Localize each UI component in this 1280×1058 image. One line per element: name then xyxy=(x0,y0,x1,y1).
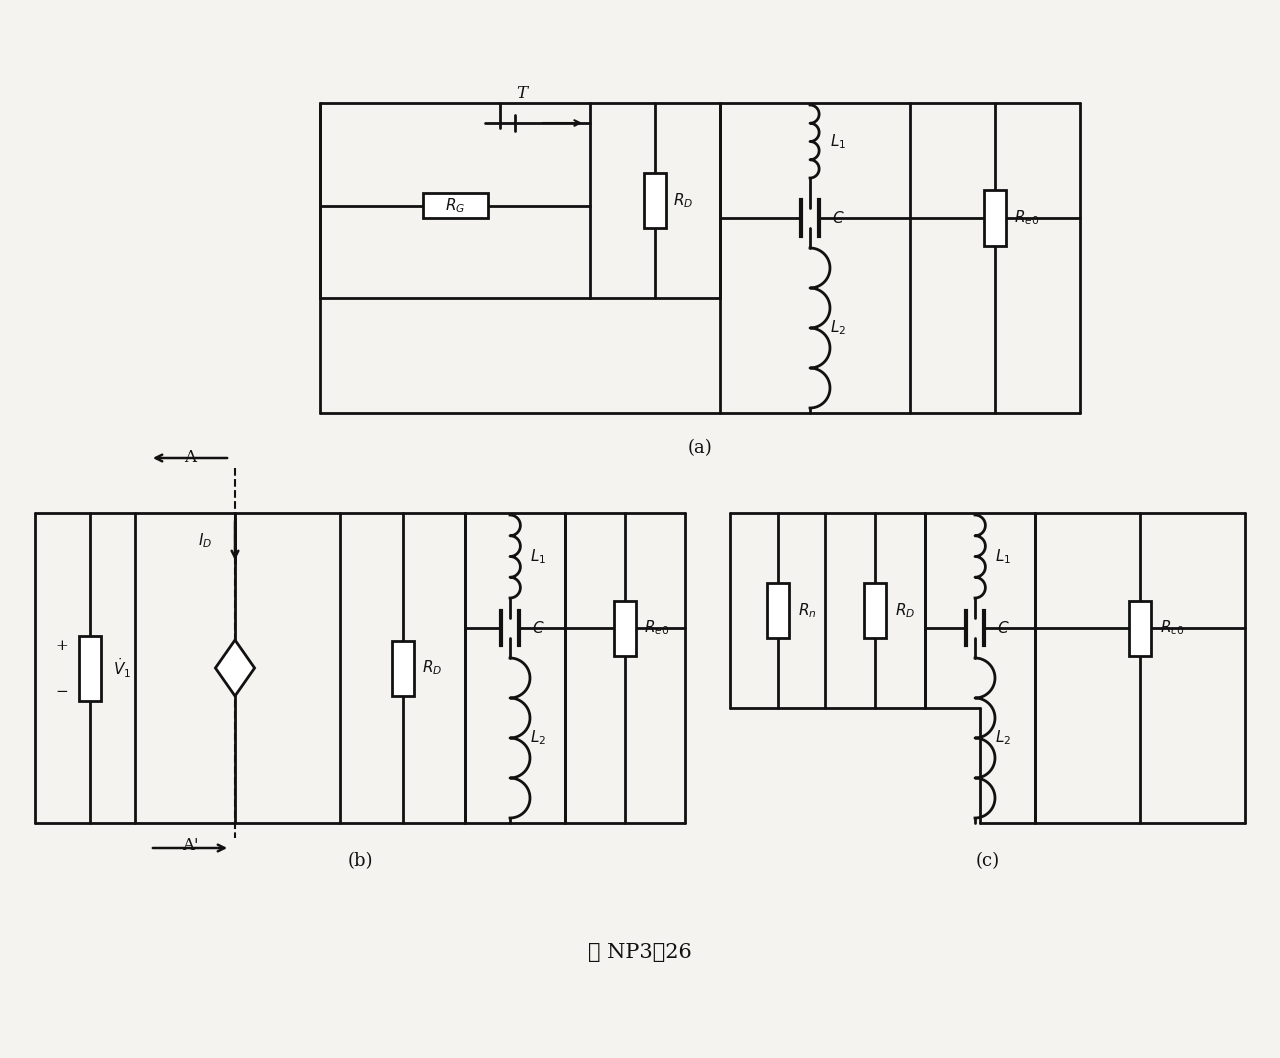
Text: $R_D$: $R_D$ xyxy=(422,659,443,677)
Bar xyxy=(79,636,101,700)
Text: (b): (b) xyxy=(347,852,372,870)
Text: $L_2$: $L_2$ xyxy=(995,729,1011,747)
Text: $L_1$: $L_1$ xyxy=(829,132,846,151)
Text: $L_2$: $L_2$ xyxy=(829,318,846,338)
Text: 图 NP3－26: 图 NP3－26 xyxy=(588,944,692,963)
Text: $C$: $C$ xyxy=(832,209,845,226)
Bar xyxy=(422,193,488,218)
Text: (c): (c) xyxy=(975,852,1000,870)
Text: (a): (a) xyxy=(687,439,713,457)
Polygon shape xyxy=(215,640,255,696)
Text: $R_D$: $R_D$ xyxy=(895,601,915,620)
Bar xyxy=(614,601,636,656)
Text: A: A xyxy=(184,450,196,467)
Text: $R_{e0}$: $R_{e0}$ xyxy=(1014,208,1039,227)
Text: $R_G$: $R_G$ xyxy=(445,196,465,215)
Text: $I_D$: $I_D$ xyxy=(198,531,212,550)
Text: A': A' xyxy=(182,837,198,854)
Bar xyxy=(392,640,413,695)
Text: $C$: $C$ xyxy=(531,620,544,636)
Text: $C$: $C$ xyxy=(997,620,1010,636)
Text: $L_2$: $L_2$ xyxy=(530,729,547,747)
Bar xyxy=(984,190,1006,245)
Text: T: T xyxy=(516,85,527,102)
Text: $\dot{V}_1$: $\dot{V}_1$ xyxy=(113,656,131,680)
Text: $R_{e0}$: $R_{e0}$ xyxy=(644,619,669,637)
Bar xyxy=(864,583,886,638)
Text: $-$: $-$ xyxy=(55,683,69,697)
Text: $R_n$: $R_n$ xyxy=(799,601,817,620)
Bar xyxy=(644,174,666,229)
Bar xyxy=(1129,601,1151,656)
Text: $L_1$: $L_1$ xyxy=(530,547,547,566)
Text: +: + xyxy=(55,639,68,653)
Text: $R_D$: $R_D$ xyxy=(673,191,694,209)
Text: $R_{c0}$: $R_{c0}$ xyxy=(1160,619,1184,637)
Bar xyxy=(767,583,788,638)
Text: $L_1$: $L_1$ xyxy=(995,547,1011,566)
